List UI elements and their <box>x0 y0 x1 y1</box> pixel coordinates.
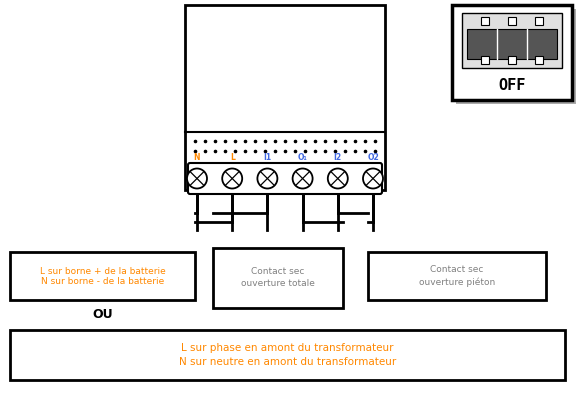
Bar <box>185 5 385 190</box>
Circle shape <box>222 168 242 188</box>
Bar <box>452 5 572 100</box>
Text: OFF: OFF <box>498 77 526 92</box>
Circle shape <box>293 168 313 188</box>
Bar <box>508 56 516 64</box>
Text: ouverture piéton: ouverture piéton <box>419 277 495 287</box>
Text: O₁: O₁ <box>297 153 307 162</box>
Bar <box>10 252 195 300</box>
Text: N sur borne - de la batterie: N sur borne - de la batterie <box>41 276 164 285</box>
Bar <box>213 248 343 308</box>
Bar <box>368 252 546 300</box>
Text: L sur borne + de la batterie: L sur borne + de la batterie <box>40 267 166 276</box>
FancyBboxPatch shape <box>188 163 382 194</box>
Text: O2: O2 <box>367 153 379 162</box>
Bar <box>535 56 543 64</box>
Circle shape <box>328 168 348 188</box>
Text: ouverture totale: ouverture totale <box>241 280 315 289</box>
Text: OU: OU <box>92 308 113 320</box>
Circle shape <box>187 168 207 188</box>
Circle shape <box>363 168 383 188</box>
Text: N sur neutre en amont du transformateur: N sur neutre en amont du transformateur <box>179 357 396 367</box>
Text: N: N <box>193 153 200 162</box>
Bar <box>462 13 562 68</box>
Bar <box>535 17 543 25</box>
Text: Contact sec: Contact sec <box>252 267 304 276</box>
Bar <box>456 9 576 104</box>
Text: I1: I1 <box>263 153 271 162</box>
Bar <box>190 165 380 192</box>
Text: L sur phase en amont du transformateur: L sur phase en amont du transformateur <box>181 343 394 353</box>
Circle shape <box>257 168 277 188</box>
Text: I2: I2 <box>333 153 342 162</box>
Text: L: L <box>229 153 235 162</box>
Bar <box>10 330 565 380</box>
Bar <box>481 17 489 25</box>
Bar <box>508 17 516 25</box>
Bar <box>467 29 557 59</box>
Text: Contact sec: Contact sec <box>431 265 484 274</box>
Bar <box>481 56 489 64</box>
